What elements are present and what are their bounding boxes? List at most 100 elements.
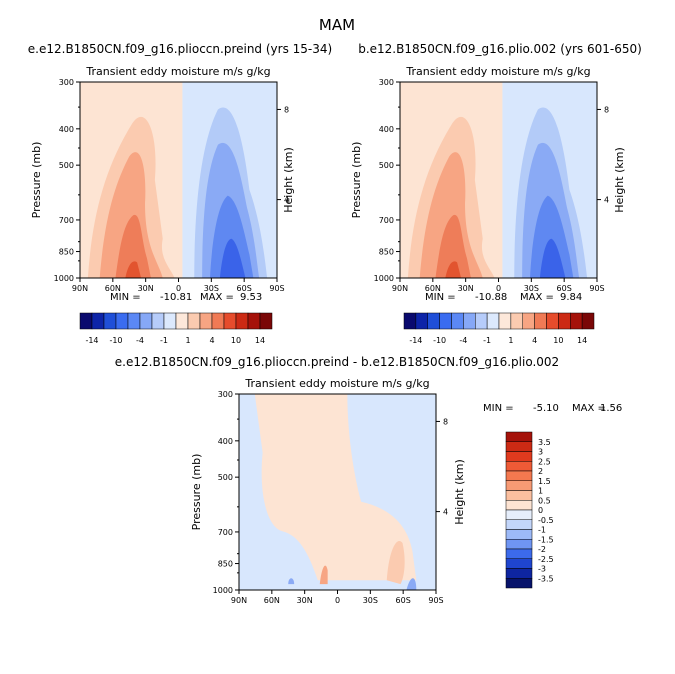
colorbar-label: -1 bbox=[538, 526, 546, 535]
stats-min-value: -5.10 bbox=[533, 403, 559, 414]
colorbar-swatch bbox=[505, 548, 533, 559]
colorbar-swatch bbox=[581, 312, 595, 330]
x-tick-label: 30S bbox=[204, 284, 219, 293]
x-tick-label: 30S bbox=[524, 284, 539, 293]
x-tick-label: 90S bbox=[269, 284, 284, 293]
colorbar-swatch bbox=[505, 558, 533, 569]
y-tick-label: 850 bbox=[379, 248, 394, 257]
colorbar-swatch bbox=[505, 578, 533, 589]
stats-min-label: MIN = bbox=[425, 292, 456, 303]
colorbar-swatch bbox=[505, 500, 533, 511]
colorbar-swatch bbox=[103, 312, 117, 330]
contour-positive-1 bbox=[386, 540, 405, 585]
x-tick-label: 90N bbox=[231, 596, 247, 605]
colorbar-label: 14 bbox=[577, 336, 587, 345]
colorbar-swatch bbox=[151, 312, 165, 330]
colorbar-swatch bbox=[505, 519, 533, 530]
x-tick-label: 60N bbox=[264, 596, 280, 605]
colorbar-swatch bbox=[79, 312, 93, 330]
contour-negative-4 bbox=[219, 238, 246, 278]
colorbar-label: -14 bbox=[409, 336, 422, 345]
stats-min-label: MIN = bbox=[110, 292, 141, 303]
colorbar-swatch bbox=[505, 539, 533, 550]
x-tick-label: 0 bbox=[496, 284, 501, 293]
colorbar-swatch bbox=[505, 490, 533, 501]
colorbar-swatch bbox=[139, 312, 153, 330]
contour-positive-4 bbox=[125, 261, 142, 278]
y-tick-label: 700 bbox=[59, 216, 74, 225]
colorbar-swatch bbox=[439, 312, 452, 330]
colorbar-swatch bbox=[546, 312, 559, 330]
x-tick-label: 90S bbox=[428, 596, 443, 605]
y-tick-label: 400 bbox=[379, 125, 394, 134]
colorbar-swatch bbox=[199, 312, 213, 330]
colorbar-swatch bbox=[451, 312, 464, 330]
colorbar-label: -14 bbox=[85, 336, 98, 345]
contour-negative-4 bbox=[539, 238, 566, 278]
colorbar-swatch bbox=[427, 312, 440, 330]
contour-positive-2 bbox=[419, 152, 483, 278]
contour-positive-2 bbox=[99, 152, 163, 278]
colorbar-label: 2.5 bbox=[538, 457, 551, 466]
colorbar-label: -10 bbox=[109, 336, 122, 345]
x-tick-label: 30S bbox=[363, 596, 378, 605]
y2-tick-label: 4 bbox=[604, 196, 609, 205]
colorbar-label: -2.5 bbox=[538, 555, 554, 564]
y-tick-label: 850 bbox=[218, 560, 233, 569]
y-tick-label: 500 bbox=[379, 161, 394, 170]
colorbar-label: 2 bbox=[538, 467, 543, 476]
stats-max-label: MAX = bbox=[200, 292, 234, 303]
stats-min-label: MIN = bbox=[483, 403, 514, 414]
colorbar-swatch bbox=[91, 312, 105, 330]
colorbar-swatch bbox=[505, 470, 533, 481]
colorbar-swatch bbox=[163, 312, 177, 330]
colorbar-difference: 3.532.521.510.50-0.5-1-1.5-2-2.5-3-3.5 bbox=[505, 431, 554, 589]
colorbar-label: -2 bbox=[538, 545, 546, 554]
stats-max-value: 9.84 bbox=[560, 292, 582, 303]
colorbar-label: 3 bbox=[538, 448, 543, 457]
colorbar-label: -3 bbox=[538, 565, 546, 574]
y2-axis-label: Height (km) bbox=[613, 147, 626, 213]
y2-tick-label: 8 bbox=[604, 105, 609, 114]
colorbar-swatch bbox=[187, 312, 201, 330]
colorbar-swatch bbox=[247, 312, 261, 330]
contour-negative-1 bbox=[406, 578, 417, 590]
colorbar-swatch bbox=[486, 312, 500, 330]
colorbar-label: -4 bbox=[459, 336, 467, 345]
colorbar-swatch bbox=[534, 312, 547, 330]
contour-positive-3 bbox=[435, 214, 471, 278]
y-axis-label: Pressure (mb) bbox=[30, 142, 43, 219]
y-axis-label: Pressure (mb) bbox=[190, 454, 203, 531]
y-tick-label: 700 bbox=[379, 216, 394, 225]
colorbar-swatch bbox=[505, 529, 533, 540]
colorbar-swatch bbox=[505, 509, 533, 520]
panel-subtitle: Transient eddy moisture m/s g/kg bbox=[405, 65, 590, 78]
colorbar-swatch bbox=[259, 312, 273, 330]
colorbar-swatch bbox=[505, 568, 533, 579]
colorbar-swatch bbox=[475, 312, 488, 330]
colorbar-swatch bbox=[463, 312, 476, 330]
colorbar-swatch bbox=[505, 431, 533, 442]
y2-tick-label: 8 bbox=[443, 417, 448, 426]
colorbar-label: -10 bbox=[433, 336, 446, 345]
x-tick-label: 60S bbox=[557, 284, 572, 293]
colorbar-main: -14 -10 -4 -1 1 4 10 14 -14 -10 -4 -1 1 4 10 14 bbox=[79, 312, 595, 345]
colorbar-label: 10 bbox=[553, 336, 563, 345]
x-tick-label: 30N bbox=[138, 284, 154, 293]
colorbar-swatch bbox=[522, 312, 535, 330]
colorbar-label: 1 bbox=[538, 487, 543, 496]
colorbar-label: 10 bbox=[231, 336, 241, 345]
panel-plio: b.e12.B1850CN.f09_g16.plio.002 (yrs 601-… bbox=[350, 42, 642, 303]
panel-difference: e.e12.B1850CN.f09_g16.plioccn.preind - b… bbox=[115, 355, 622, 605]
figure-title: MAM bbox=[319, 16, 355, 34]
x-tick-label: 30N bbox=[297, 596, 313, 605]
colorbar-swatch bbox=[510, 312, 523, 330]
contour-positive-2 bbox=[319, 565, 328, 585]
colorbar-label: -1 bbox=[160, 336, 168, 345]
y-tick-label: 1000 bbox=[213, 586, 233, 595]
y2-tick-label: 4 bbox=[443, 508, 448, 517]
colorbar-swatch bbox=[505, 461, 533, 472]
stats-max-label: MAX = bbox=[520, 292, 554, 303]
y-tick-label: 700 bbox=[218, 528, 233, 537]
